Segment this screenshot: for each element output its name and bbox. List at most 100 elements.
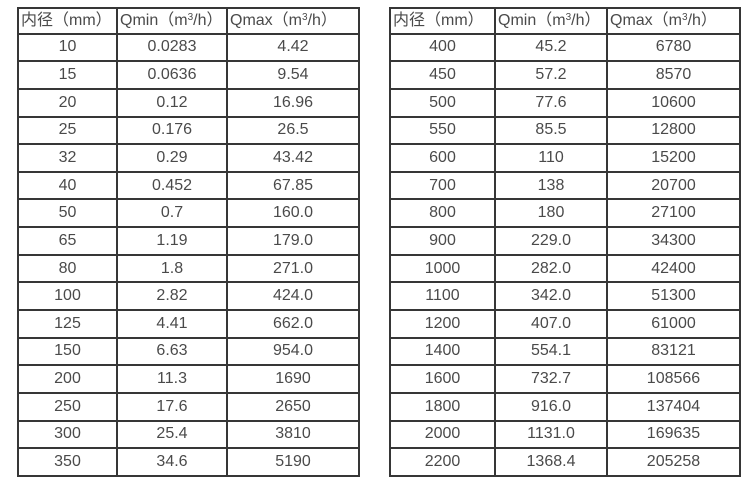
table-row: 150 6.63 954.0	[17, 336, 360, 367]
table-cell: 916.0	[494, 391, 608, 422]
table-body: 10 0.0283 4.42 15 0.0636 9.54 20 0.12 16.96 25 0.1…	[17, 32, 360, 477]
table-row: 50 0.7 160.0	[17, 198, 360, 229]
table-cell: 0.452	[116, 170, 228, 201]
table-row: 1400 554.1 83121	[389, 336, 741, 367]
table-cell: 6780	[606, 32, 741, 63]
table-cell: 12800	[606, 115, 741, 146]
table-row: 350 34.6 5190	[17, 447, 360, 477]
table-cell: 42400	[606, 253, 741, 284]
table-cell: 43.42	[226, 143, 360, 173]
table-row: 65 1.19 179.0	[17, 226, 360, 256]
table-row: 450 57.2 8570	[389, 60, 741, 90]
table-cell: 6.63	[116, 336, 228, 367]
table-cell: 732.7	[494, 364, 608, 394]
table-cell: 150	[17, 336, 118, 367]
table-cell: 138	[494, 170, 608, 201]
table-cell: 1368.4	[494, 447, 608, 477]
table-cell: 1.19	[116, 226, 228, 256]
table-cell: 1690	[226, 364, 360, 394]
table-cell: 57.2	[494, 60, 608, 90]
table-cell: 1400	[389, 336, 496, 367]
column-header: Qmin（m3/h）	[494, 7, 608, 35]
table-body: 400 45.2 6780 450 57.2 8570 500 77.6 10600 550 85.…	[389, 32, 741, 477]
table-cell: 2650	[226, 391, 360, 422]
table-cell: 51300	[606, 281, 741, 311]
table-cell: 900	[389, 226, 496, 256]
table-cell: 83121	[606, 336, 741, 367]
table-cell: 80	[17, 253, 118, 284]
column-header: 内径（mm）	[389, 7, 496, 35]
table-cell: 1800	[389, 391, 496, 422]
table-cell: 554.1	[494, 336, 608, 367]
table-cell: 0.0636	[116, 60, 228, 90]
table-cell: 600	[389, 143, 496, 173]
table-cell: 65	[17, 226, 118, 256]
table-cell: 342.0	[494, 281, 608, 311]
table-cell: 450	[389, 60, 496, 90]
table-row: 400 45.2 6780	[389, 32, 741, 63]
column-header: 内径（mm）	[17, 7, 118, 35]
table-cell: 10	[17, 32, 118, 63]
table-row: 15 0.0636 9.54	[17, 60, 360, 90]
table-row: 100 2.82 424.0	[17, 281, 360, 311]
table-row: 600 110 15200	[389, 143, 741, 173]
table-cell: 25.4	[116, 419, 228, 450]
table-cell: 169635	[606, 419, 741, 450]
table-cell: 15200	[606, 143, 741, 173]
table-cell: 205258	[606, 447, 741, 477]
table-row: 550 85.5 12800	[389, 115, 741, 146]
column-header: Qmin（m3/h）	[116, 7, 228, 35]
table-cell: 27100	[606, 198, 741, 229]
table-cell: 20700	[606, 170, 741, 201]
table-row: 1000 282.0 42400	[389, 253, 741, 284]
table-cell: 16.96	[226, 87, 360, 118]
table-cell: 85.5	[494, 115, 608, 146]
table-cell: 77.6	[494, 87, 608, 118]
table-cell: 0.176	[116, 115, 228, 146]
table-row: 1200 407.0 61000	[389, 309, 741, 339]
table-row: 32 0.29 43.42	[17, 143, 360, 173]
table-cell: 400	[389, 32, 496, 63]
table-cell: 34.6	[116, 447, 228, 477]
table-cell: 180	[494, 198, 608, 229]
header-row: 内径（mm） Qmin（m3/h） Qmax（m3/h）	[17, 7, 360, 35]
table-cell: 1100	[389, 281, 496, 311]
table-cell: 11.3	[116, 364, 228, 394]
table-cell: 9.54	[226, 60, 360, 90]
table-cell: 424.0	[226, 281, 360, 311]
table-cell: 250	[17, 391, 118, 422]
table-cell: 3810	[226, 419, 360, 450]
table-cell: 110	[494, 143, 608, 173]
table-row: 1800 916.0 137404	[389, 391, 741, 422]
table-row: 1100 342.0 51300	[389, 281, 741, 311]
table-cell: 0.0283	[116, 32, 228, 63]
table-row: 25 0.176 26.5	[17, 115, 360, 146]
table-cell: 25	[17, 115, 118, 146]
table-cell: 1131.0	[494, 419, 608, 450]
table-cell: 125	[17, 309, 118, 339]
table-cell: 550	[389, 115, 496, 146]
table-cell: 17.6	[116, 391, 228, 422]
table-cell: 50	[17, 198, 118, 229]
table-cell: 61000	[606, 309, 741, 339]
table-cell: 229.0	[494, 226, 608, 256]
table-cell: 26.5	[226, 115, 360, 146]
table-cell: 1.8	[116, 253, 228, 284]
table-row: 800 180 27100	[389, 198, 741, 229]
table-cell: 407.0	[494, 309, 608, 339]
table-cell: 0.12	[116, 87, 228, 118]
table-row: 500 77.6 10600	[389, 87, 741, 118]
table-row: 2200 1368.4 205258	[389, 447, 741, 477]
header-row: 内径（mm） Qmin（m3/h） Qmax（m3/h）	[389, 7, 741, 35]
table-cell: 2000	[389, 419, 496, 450]
table-cell: 1200	[389, 309, 496, 339]
table-cell: 800	[389, 198, 496, 229]
table-cell: 200	[17, 364, 118, 394]
table-cell: 34300	[606, 226, 741, 256]
table-row: 700 138 20700	[389, 170, 741, 201]
table-cell: 500	[389, 87, 496, 118]
table-cell: 282.0	[494, 253, 608, 284]
table-cell: 32	[17, 143, 118, 173]
table-cell: 45.2	[494, 32, 608, 63]
table-cell: 8570	[606, 60, 741, 90]
